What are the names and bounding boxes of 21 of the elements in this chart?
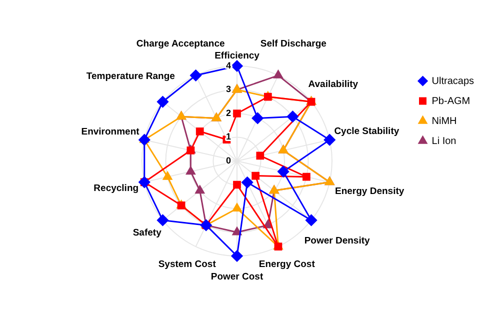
spoke-label: Energy Density [335, 186, 405, 197]
spoke-label: Safety [132, 227, 162, 238]
spoke-label: Environment [81, 126, 140, 138]
legend-label: Pb-AGM [432, 96, 470, 107]
legend-label: Li Ion [432, 136, 456, 147]
spoke-label: System Cost [158, 259, 217, 270]
y-tick-label: 2 [226, 108, 231, 118]
spoke-label: Availability [308, 78, 359, 90]
spoke-label: Efficiency [214, 50, 260, 62]
spoke-label: Power Density [304, 235, 371, 246]
y-tick-label: 3 [226, 84, 231, 94]
spoke-label: Temperature Range [86, 70, 175, 82]
spoke-label: Power Cost [210, 272, 264, 283]
spoke-label: Recycling [94, 183, 139, 194]
spoke-label: Cycle Stability [334, 126, 400, 138]
legend-label: NiMH [432, 116, 457, 127]
y-tick-label: 0 [226, 155, 231, 166]
spoke-label: Energy Cost [258, 259, 316, 270]
legend-label: Ultracaps [432, 76, 474, 87]
spoke-label: Self Discharge [260, 38, 326, 50]
spoke-label: Charge Acceptance [136, 38, 225, 50]
